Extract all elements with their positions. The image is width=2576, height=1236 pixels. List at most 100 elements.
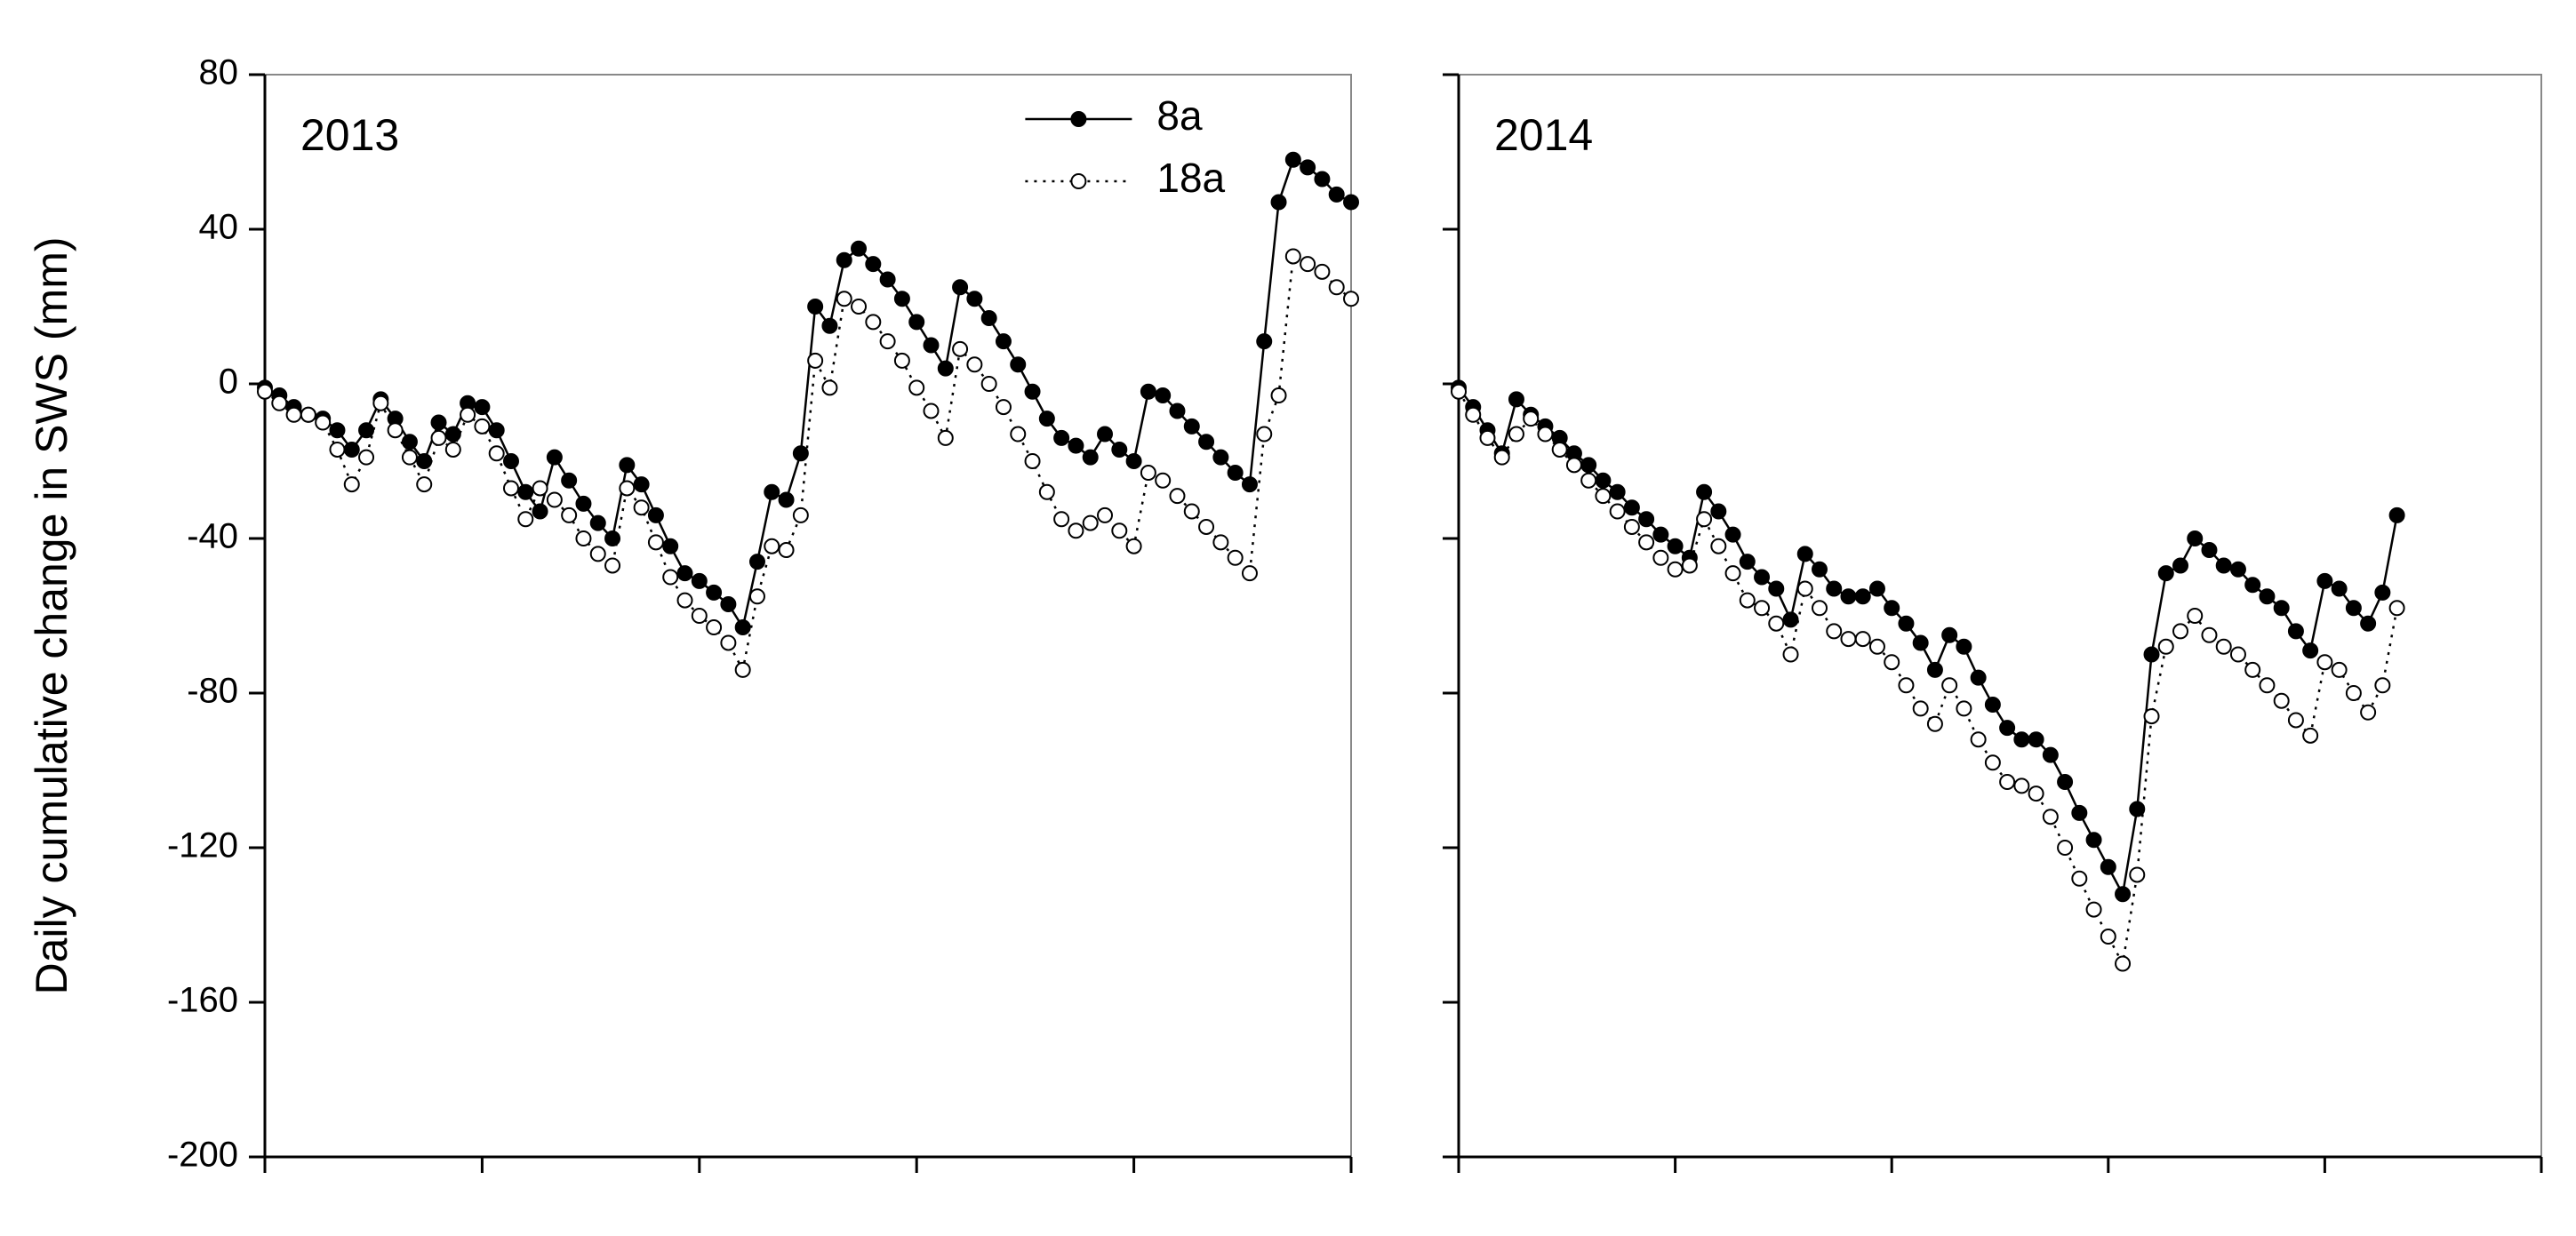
data-point — [1868, 580, 1885, 597]
data-point — [387, 422, 404, 439]
data-point — [2302, 727, 2319, 744]
data-point — [1595, 472, 1612, 489]
data-point — [589, 514, 606, 531]
data-point — [2287, 623, 2304, 640]
data-point — [836, 291, 852, 307]
data-point — [1493, 449, 1510, 466]
data-point — [2244, 661, 2261, 678]
data-point — [2331, 661, 2348, 678]
data-point — [561, 472, 578, 489]
data-point — [1580, 457, 1597, 474]
data-point — [2259, 588, 2276, 605]
data-point — [1111, 441, 1128, 458]
data-point — [1696, 511, 1713, 528]
data-point — [1270, 387, 1287, 404]
panel-title: 2013 — [300, 110, 399, 160]
data-point — [1912, 700, 1929, 717]
data-point — [1898, 615, 1915, 632]
data-point — [358, 449, 375, 466]
data-point — [1926, 661, 1943, 678]
data-point — [329, 441, 346, 458]
data-point — [2273, 600, 2290, 617]
data-point — [2042, 746, 2059, 763]
data-point — [1097, 506, 1114, 523]
legend-label: 18a — [1156, 155, 1225, 201]
data-point — [1082, 514, 1099, 531]
data-point — [764, 538, 780, 554]
data-point — [952, 340, 969, 357]
data-point — [1681, 557, 1698, 574]
data-point — [1826, 580, 1843, 597]
data-point — [1097, 426, 1114, 443]
data-point — [1941, 677, 1958, 694]
data-point — [937, 429, 954, 446]
data-point — [923, 337, 940, 354]
data-point — [2071, 804, 2088, 821]
data-point — [2388, 600, 2405, 617]
data-point — [2259, 677, 2276, 694]
data-point — [2115, 955, 2132, 972]
data-point — [980, 376, 997, 392]
data-point — [1198, 518, 1215, 535]
data-point — [1227, 465, 1244, 482]
data-point — [604, 557, 621, 574]
data-point — [1024, 383, 1041, 400]
series-line — [264, 157, 1352, 631]
data-point — [517, 511, 534, 528]
data-point — [502, 480, 519, 497]
legend-marker — [1070, 173, 1087, 189]
data-point — [1256, 333, 1273, 350]
data-point — [2345, 685, 2362, 701]
y-tick-label: 40 — [199, 208, 239, 247]
data-point — [1999, 720, 2016, 737]
data-point — [2229, 646, 2246, 663]
data-point — [2374, 584, 2391, 601]
data-point — [836, 251, 852, 268]
data-point — [1580, 472, 1597, 489]
data-point — [1826, 623, 1843, 640]
data-point — [2129, 866, 2146, 883]
data-point — [2388, 506, 2405, 523]
data-point — [1754, 569, 1771, 586]
data-point — [285, 406, 302, 423]
data-point — [444, 426, 461, 443]
data-point — [1212, 449, 1229, 466]
data-point — [1984, 754, 2001, 771]
data-point — [1314, 263, 1331, 280]
data-point — [1270, 194, 1287, 211]
data-point — [1840, 631, 1857, 648]
data-point — [1508, 426, 1524, 443]
data-point — [619, 457, 636, 474]
data-point — [575, 495, 592, 512]
data-point — [1623, 499, 1640, 516]
data-point — [1284, 248, 1301, 265]
data-point — [343, 441, 360, 458]
data-point — [329, 422, 346, 439]
data-point — [502, 453, 519, 469]
y-tick-label: -120 — [167, 826, 238, 865]
data-point — [807, 352, 824, 369]
data-point — [1652, 549, 1669, 566]
data-point — [720, 634, 737, 651]
data-point — [1854, 588, 1871, 605]
data-point — [662, 538, 679, 554]
data-point — [2374, 677, 2391, 694]
data-point — [416, 453, 433, 469]
data-point — [2157, 565, 2174, 582]
data-point — [460, 406, 476, 423]
data-point — [1854, 631, 1871, 648]
data-point — [2028, 731, 2044, 748]
data-point — [1999, 774, 2016, 791]
data-point — [1868, 638, 1885, 655]
data-point — [2143, 646, 2160, 663]
y-tick-label: -80 — [187, 672, 238, 711]
data-point — [1623, 518, 1640, 535]
data-point — [995, 399, 1012, 416]
data-point — [1782, 646, 1799, 663]
data-point — [1696, 483, 1713, 500]
data-point — [1212, 534, 1229, 551]
data-point — [2331, 580, 2348, 597]
data-point — [1956, 700, 1972, 717]
data-point — [1984, 697, 2001, 714]
